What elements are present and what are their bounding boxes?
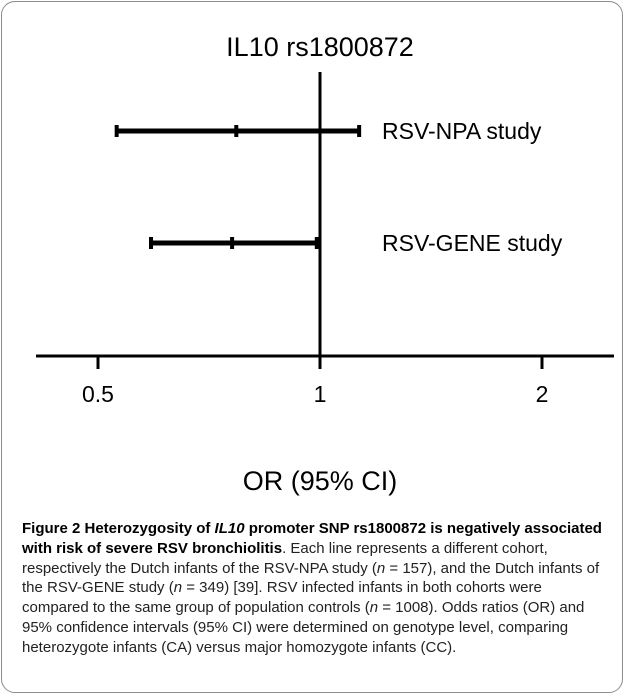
- caption-n-var-2: n: [173, 579, 183, 597]
- caption-gene: IL10: [214, 520, 245, 537]
- x-tick-label: 1: [314, 381, 327, 407]
- x-axis-label: OR (95% CI): [243, 466, 398, 496]
- caption-n-var-3: n: [369, 599, 379, 617]
- caption-body-3: = 349) [39]. RSV infected infants in bot…: [22, 579, 542, 617]
- caption-title-end: .: [282, 539, 287, 557]
- caption-figure-label: Figure 2 Heterozygosity of: [22, 520, 215, 537]
- series-label: RSV-NPA study: [382, 118, 542, 144]
- figure-caption: Figure 2 Heterozygosity of IL10 promoter…: [22, 519, 612, 658]
- series-label: RSV-GENE study: [382, 230, 563, 256]
- caption-body-2: = 157), and the Dutch infants of the RSV…: [22, 559, 600, 597]
- caption-body-4: = 1008). Odds ratios (OR) and 95% confid…: [22, 599, 585, 656]
- forest-plot: IL10 rs1800872 0.5 1 2 RSV-NPA study RSV-GEN…: [36, 32, 614, 496]
- caption-title: Figure 2 Heterozygosity of IL10 promoter…: [22, 520, 602, 557]
- x-tick-label: 2: [536, 381, 549, 407]
- chart-title: IL10 rs1800872: [226, 32, 414, 62]
- caption-body-1: Each line represents a different cohort,…: [22, 539, 548, 577]
- x-tick-label: 0.5: [82, 381, 114, 407]
- caption-title-rest: promoter SNP rs1800872 is negatively ass…: [22, 520, 602, 557]
- caption-n-var-1: n: [376, 559, 386, 577]
